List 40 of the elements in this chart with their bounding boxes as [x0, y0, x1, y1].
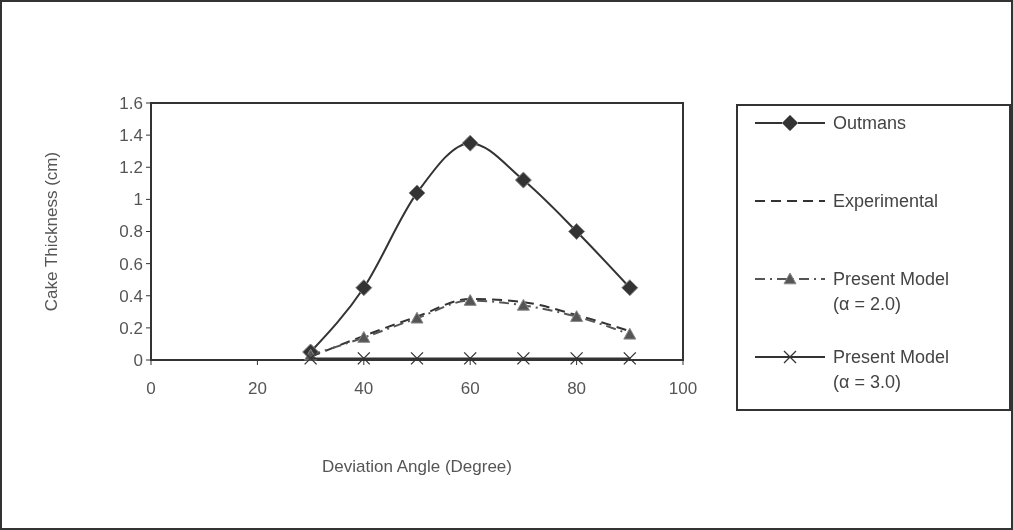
y-axis-title: Cake Thickness (cm) [42, 151, 61, 312]
legend-label: Experimental [833, 191, 939, 212]
legend-label: Present Model (α = 2.0) [833, 269, 950, 315]
point [355, 279, 373, 297]
point [463, 351, 477, 366]
y-tick-label: 0.2 [119, 318, 143, 338]
y-tick-label: 1 [133, 190, 143, 210]
y-tick-label: 0 [133, 350, 143, 370]
y-tick-label: 0.6 [119, 254, 143, 274]
point [516, 298, 530, 311]
x-axis-title: Deviation Angle (Degree) [322, 457, 512, 476]
point [516, 351, 531, 366]
point [570, 310, 584, 322]
y-tick-label: 1.2 [119, 158, 143, 178]
point [408, 184, 426, 202]
y-tick-label: 0.4 [119, 286, 143, 306]
point [357, 351, 371, 366]
point [410, 311, 424, 324]
point [463, 294, 477, 306]
point [461, 134, 479, 152]
x-tick-label: 100 [668, 379, 698, 398]
y-tick-label: 1.6 [119, 93, 143, 113]
x-tick-label: 40 [354, 379, 374, 398]
point [569, 351, 584, 366]
legend-label: Outmans [833, 113, 907, 134]
y-tick-label: 0.8 [119, 222, 143, 242]
point [303, 351, 318, 366]
point [514, 171, 532, 189]
x-tick-label: 60 [460, 379, 480, 398]
y-tick-label: 1.4 [119, 126, 143, 146]
x-tick-label: 80 [567, 379, 587, 398]
x-tick-label: 0 [146, 379, 156, 398]
point [410, 351, 424, 366]
point [357, 331, 371, 343]
point [621, 279, 639, 297]
point [623, 351, 637, 366]
point [623, 327, 637, 340]
legend-label: Present Model (α = 3.0) [833, 347, 950, 393]
point [568, 223, 586, 240]
x-tick-label: 20 [247, 379, 267, 398]
